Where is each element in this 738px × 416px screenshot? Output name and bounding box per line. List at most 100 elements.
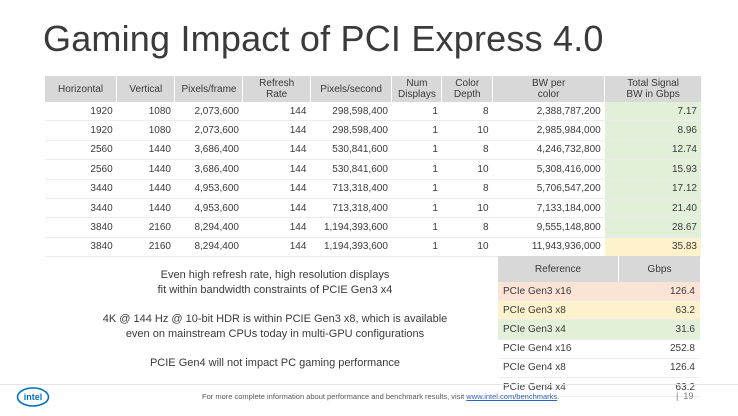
ref-table-row: PCIe Gen4 x16 252.8 — [498, 339, 700, 359]
ref-col-header-reference: Reference — [498, 256, 619, 282]
table-row: 2560 1440 3,686,400 144 530,841,600 1 8 4,246,7… — [45, 140, 701, 161]
col-header-bw-per-color: BW per color — [492, 76, 606, 102]
table-cell: 2560 — [45, 159, 117, 180]
ref-value-cell: 126.4 — [618, 358, 700, 378]
table-cell: 144 — [242, 140, 311, 161]
ref-table-row: PCIe Gen3 x4 31.6 — [498, 319, 700, 340]
col-header-num-displays: Num Displays — [391, 76, 443, 102]
table-cell: 1 — [391, 140, 442, 161]
table-cell: 7.17 — [604, 102, 701, 122]
table-cell: 1920 — [45, 120, 117, 141]
table-cell: 2,388,787,200 — [492, 102, 605, 122]
table-cell: 9,555,148,800 — [492, 217, 605, 238]
table-cell: 1 — [391, 102, 442, 122]
ref-value-cell: 63.2 — [618, 300, 700, 321]
table-row: 2560 1440 3,686,400 144 530,841,600 1 10 5,308,… — [45, 159, 701, 180]
ref-name-cell: PCIe Gen3 x8 — [498, 300, 619, 321]
table-cell: 21.40 — [604, 198, 701, 219]
ref-table-row: PCIe Gen3 x16 126.4 — [498, 282, 700, 302]
notes-block: Even high refresh rate, high resolution … — [80, 268, 470, 385]
table-cell: 3440 — [45, 198, 117, 219]
table-cell: 2,985,984,000 — [492, 120, 605, 141]
table-cell: 8,294,400 — [174, 217, 243, 238]
table-cell: 1 — [391, 120, 442, 141]
table-cell: 1 — [391, 217, 442, 238]
intel-logo-icon: intel — [16, 387, 50, 407]
col-header-pixels-second: Pixels/second — [310, 76, 393, 102]
ref-value-cell: 63.2 — [618, 377, 700, 398]
table-cell: 10 — [441, 120, 493, 141]
ref-value-cell: 252.8 — [618, 339, 700, 359]
table-cell: 4,953,600 — [174, 179, 243, 199]
table-row: 3440 1440 4,953,600 144 713,318,400 1 8 5,706,5… — [45, 179, 701, 199]
table-cell: 3,686,400 — [174, 159, 243, 180]
ref-name-cell: PCIe Gen4 x4 — [498, 377, 619, 398]
table-cell: 144 — [242, 217, 311, 238]
table-cell: 1 — [391, 159, 442, 180]
note-gen4-impact: PCIE Gen4 will not impact PC gaming perf… — [149, 357, 401, 369]
table-cell: 5,706,547,200 — [492, 179, 605, 199]
table-cell: 1920 — [45, 102, 117, 122]
table-cell: 28.67 — [604, 217, 701, 238]
table-cell: 530,841,600 — [310, 140, 392, 161]
footer-disclaimer: For more complete information about perf… — [202, 392, 559, 401]
table-cell: 5,308,416,000 — [492, 159, 605, 180]
table-cell: 2,073,600 — [174, 120, 243, 141]
table-cell: 1440 — [116, 159, 175, 180]
table-row: 3840 2160 8,294,400 144 1,194,393,600 1 10 11,9… — [45, 237, 701, 258]
slide-title: Gaming Impact of PCI Express 4.0 — [43, 18, 604, 59]
table-cell: 713,318,400 — [310, 198, 392, 219]
table-cell: 144 — [242, 198, 311, 219]
pcie-reference-table: Reference Gbps PCIe Gen3 x16 126.4 PCIe Ge… — [498, 256, 700, 398]
ref-name-cell: PCIe Gen4 x8 — [498, 358, 619, 378]
ref-name-cell: PCIe Gen4 x16 — [498, 339, 619, 359]
col-header-color-depth: Color Depth — [441, 76, 494, 102]
table-cell: 298,598,400 — [310, 120, 392, 141]
table-cell: 144 — [242, 120, 311, 141]
col-header-total-signal-bw: Total Signal BW in Gbps — [604, 76, 701, 102]
table-cell: 1,194,393,600 — [310, 237, 392, 258]
table-cell: 8,294,400 — [174, 237, 243, 258]
table-row: 3440 1440 4,953,600 144 713,318,400 1 10 7,133,… — [45, 198, 701, 219]
page-number-value: 19 — [683, 391, 694, 401]
table-cell: 8 — [441, 217, 493, 238]
table-cell: 7,133,184,000 — [492, 198, 605, 219]
table-cell: 1,194,393,600 — [310, 217, 392, 238]
table-cell: 144 — [242, 237, 311, 258]
footer-text: For more complete information about perf… — [202, 392, 467, 401]
page-number: | 19 — [676, 391, 694, 401]
ref-value-cell: 31.6 — [618, 319, 700, 340]
table-cell: 4,246,732,800 — [492, 140, 605, 161]
col-header-horizontal: Horizontal — [45, 76, 118, 102]
table-cell: 10 — [441, 159, 493, 180]
ref-name-cell: PCIe Gen3 x16 — [498, 282, 619, 302]
table-cell: 3440 — [45, 179, 117, 199]
table-cell: 1440 — [116, 179, 175, 199]
table-cell: 8 — [441, 140, 493, 161]
table-cell: 1 — [391, 198, 442, 219]
benchmarks-link[interactable]: www.intel.com/benchmarks — [466, 392, 558, 401]
table-cell: 1 — [391, 237, 442, 258]
table-row: 1920 1080 2,073,600 144 298,598,400 1 8 2,388,7… — [45, 102, 701, 122]
footer-divider — [0, 384, 738, 385]
ref-table-row: PCIe Gen4 x8 126.4 — [498, 358, 700, 378]
display-bandwidth-table: Horizontal Vertical Pixels/frame Refresh… — [45, 76, 701, 258]
col-header-refresh-rate: Refresh Rate — [242, 76, 311, 102]
ref-value-cell: 126.4 — [618, 282, 700, 302]
table-row: 3840 2160 8,294,400 144 1,194,393,600 1 8 9,555… — [45, 217, 701, 238]
table-cell: 8 — [441, 102, 493, 122]
table-cell: 10 — [441, 237, 493, 258]
table-cell: 12.74 — [604, 140, 701, 161]
table-cell: 1 — [391, 179, 442, 199]
table-cell: 1080 — [116, 102, 175, 122]
svg-text:intel: intel — [24, 392, 43, 402]
ref-col-header-gbps: Gbps — [618, 256, 700, 282]
table-header-row: Horizontal Vertical Pixels/frame Refresh… — [45, 76, 701, 102]
table-cell: 2160 — [116, 217, 175, 238]
table-cell: 8.96 — [604, 120, 701, 141]
ref-name-cell: PCIe Gen3 x4 — [498, 319, 619, 340]
table-row: 1920 1080 2,073,600 144 298,598,400 1 10 2,985,… — [45, 120, 701, 141]
table-cell: 144 — [242, 102, 311, 122]
table-cell: 298,598,400 — [310, 102, 392, 122]
table-cell: 3,686,400 — [174, 140, 243, 161]
